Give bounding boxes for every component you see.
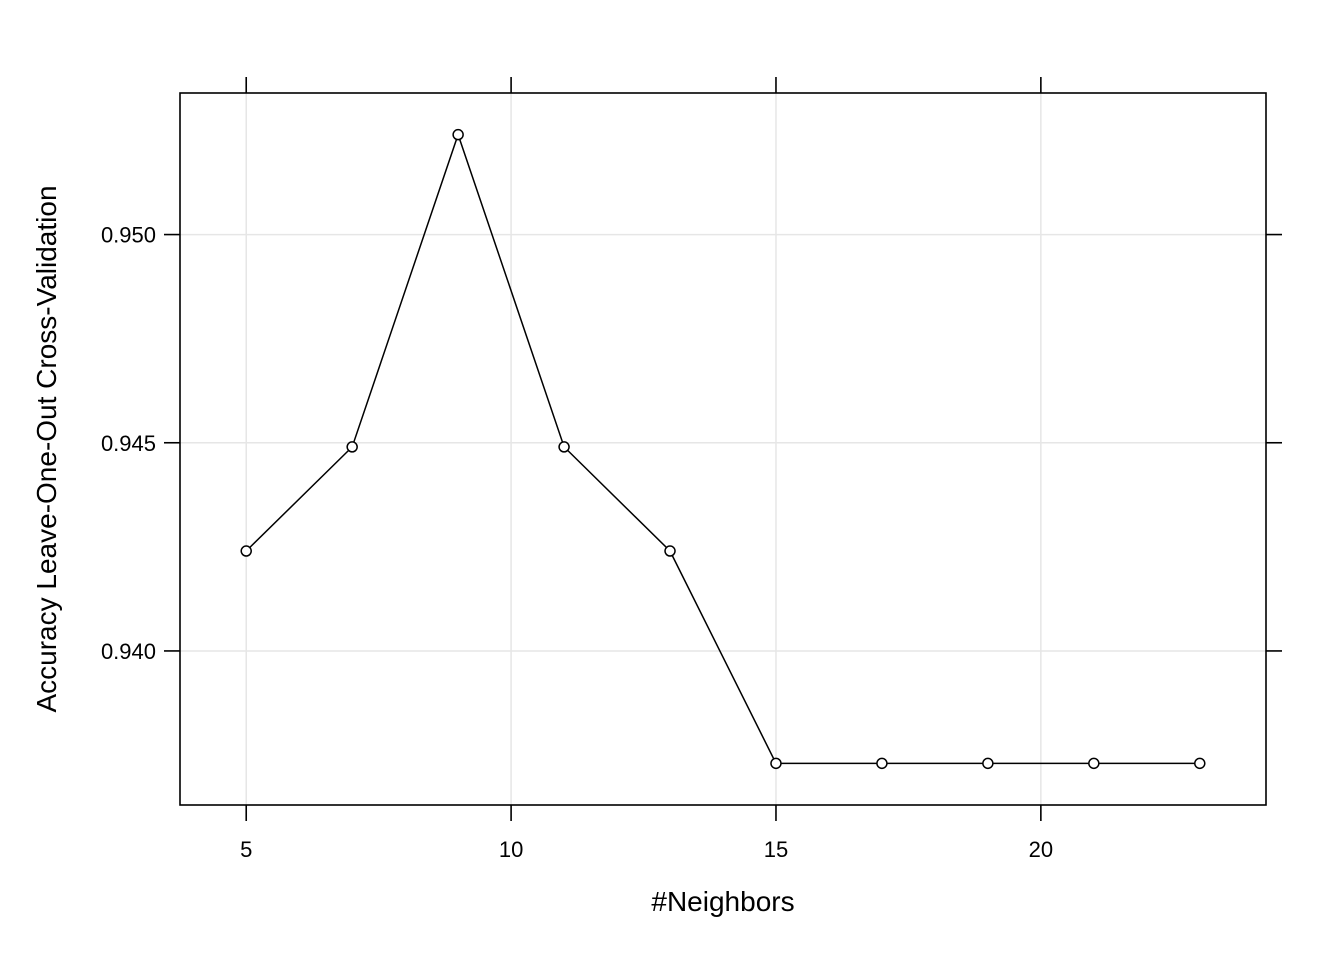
data-point — [982, 757, 994, 770]
y-tick-label: 0.945 — [101, 431, 156, 456]
data-series — [240, 128, 1206, 770]
data-point — [240, 545, 252, 557]
x-tick-label: 15 — [764, 837, 788, 862]
axis-ticks: 5 10 15 20 0.940 0.945 0.950 — [101, 77, 1282, 862]
y-tick-label: 0.940 — [101, 639, 156, 664]
data-point — [770, 757, 782, 770]
x-tick-label: 10 — [499, 837, 523, 862]
plot-frame — [179, 92, 1267, 806]
data-point — [452, 128, 464, 141]
data-point — [346, 441, 358, 453]
data-point — [1194, 757, 1206, 770]
x-tick-label: 20 — [1029, 837, 1053, 862]
y-axis-title: Accuracy Leave-One-Out Cross-Validation — [31, 185, 62, 712]
x-tick-label: 5 — [240, 837, 252, 862]
data-point — [876, 757, 888, 770]
data-point — [558, 441, 570, 453]
grid-lines — [180, 93, 1266, 805]
series-line — [245, 132, 1200, 765]
y-tick-label: 0.950 — [101, 223, 156, 248]
data-point — [1088, 757, 1100, 770]
data-point — [664, 545, 676, 557]
x-axis-title: #Neighbors — [651, 886, 794, 917]
